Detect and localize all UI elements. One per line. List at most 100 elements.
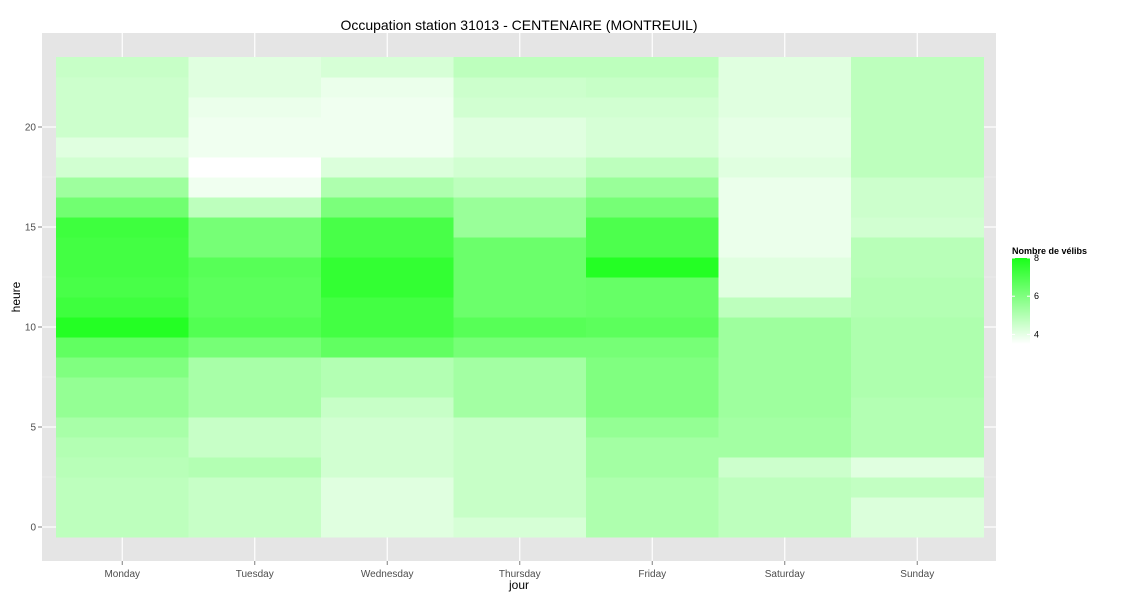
heatmap-cell [586,357,719,378]
heatmap-cell [56,337,189,358]
heatmap-cell [453,117,587,138]
heatmap-cell [453,197,587,218]
heatmap-cell [453,77,587,98]
legend: Nombre de vélibs 4 6 8 [1012,246,1087,344]
heatmap-cell [321,497,454,518]
heatmap-cell [321,77,454,98]
x-tick-label: Monday [104,569,140,580]
heatmap-cell [851,97,984,118]
heatmap-cell [586,457,719,478]
heatmap-cell [586,257,719,278]
heatmap-cell [453,517,587,538]
heatmap-cell [851,257,984,278]
heatmap-cell [321,437,454,458]
heatmap-cell [586,417,719,438]
heatmap-cell [718,117,852,138]
heatmap-cell [56,137,189,158]
heatmap-cell [56,457,189,478]
legend-ticks: 4 6 8 [1012,253,1039,339]
heatmap-cell [851,57,984,78]
heatmap-cell [453,217,587,238]
heatmap-cell [851,297,984,318]
heatmap-cell [718,177,852,198]
heatmap-cell [851,177,984,198]
heatmap-cell [188,217,322,238]
heatmap-cell [586,477,719,498]
heatmap-cell [718,137,852,158]
heatmap-cell [586,437,719,458]
heatmap-cell [56,317,189,338]
heatmap-cell [321,457,454,478]
heatmap-cell [321,197,454,218]
heatmap-cell [188,77,322,98]
heatmap-cell [718,217,852,238]
heatmap-cell [718,317,852,338]
heatmap-cell [453,477,587,498]
heatmap-cell [453,377,587,398]
heatmap-cell [321,97,454,118]
heatmap-cell [188,337,322,358]
y-axis-title: heure [9,281,23,312]
heatmap-cell [851,117,984,138]
heatmap-cell [188,417,322,438]
heatmap-cell [56,177,189,198]
heatmap-cell [586,217,719,238]
heatmap-cell [56,397,189,418]
heatmap-cell [586,517,719,538]
heatmap-cell [188,357,322,378]
heatmap-cell [453,277,587,298]
heatmap-cell [453,397,587,418]
heatmap-cell [321,137,454,158]
heatmap-cell [56,517,189,538]
heatmap-cell [321,157,454,178]
heatmap-cell [718,457,852,478]
heatmap-cell [188,57,322,78]
heatmap-cell [321,417,454,438]
heatmap-cell [586,137,719,158]
heatmap-cell [188,117,322,138]
heatmap-cell [188,197,322,218]
heatmap-cell [453,317,587,338]
heatmap-cell [188,157,322,178]
heatmap-cell [718,357,852,378]
heatmap-cell [718,197,852,218]
heatmap-cell [718,377,852,398]
chart-title: Occupation station 31013 - CENTENAIRE (M… [340,17,697,33]
heatmap-cell [56,97,189,118]
heatmap-cell [321,177,454,198]
heatmap-cell [321,217,454,238]
x-tick-label: Sunday [900,569,934,580]
heatmap-cell [453,57,587,78]
heatmap-cell [851,237,984,258]
heatmap-cell [453,157,587,178]
heatmap-cell [188,457,322,478]
heatmap-cell [718,157,852,178]
heatmap-cell [321,337,454,358]
heatmap-cell [453,457,587,478]
heatmap-cell [56,257,189,278]
heatmap-cell [586,237,719,258]
heatmap-cell [586,177,719,198]
heatmap-cell [56,117,189,138]
heatmap-cell [718,437,852,458]
heatmap-cell [56,437,189,458]
heatmap-cell [321,237,454,258]
heatmap-cell [851,377,984,398]
heatmap-cell [718,397,852,418]
heatmap-cell [188,257,322,278]
legend-title: Nombre de vélibs [1012,246,1087,256]
heatmap-cell [56,377,189,398]
heatmap-cell [586,397,719,418]
heatmap-cell [56,357,189,378]
y-tick-label: 10 [25,323,37,334]
heatmap-cell [188,517,322,538]
heatmap-cell [453,417,587,438]
heatmap-cell [586,337,719,358]
heatmap-cell [851,157,984,178]
heatmap-cell [321,397,454,418]
heatmap-cell [718,277,852,298]
heatmap-cell [56,477,189,498]
heatmap-cell [321,317,454,338]
heatmap-cell [453,237,587,258]
